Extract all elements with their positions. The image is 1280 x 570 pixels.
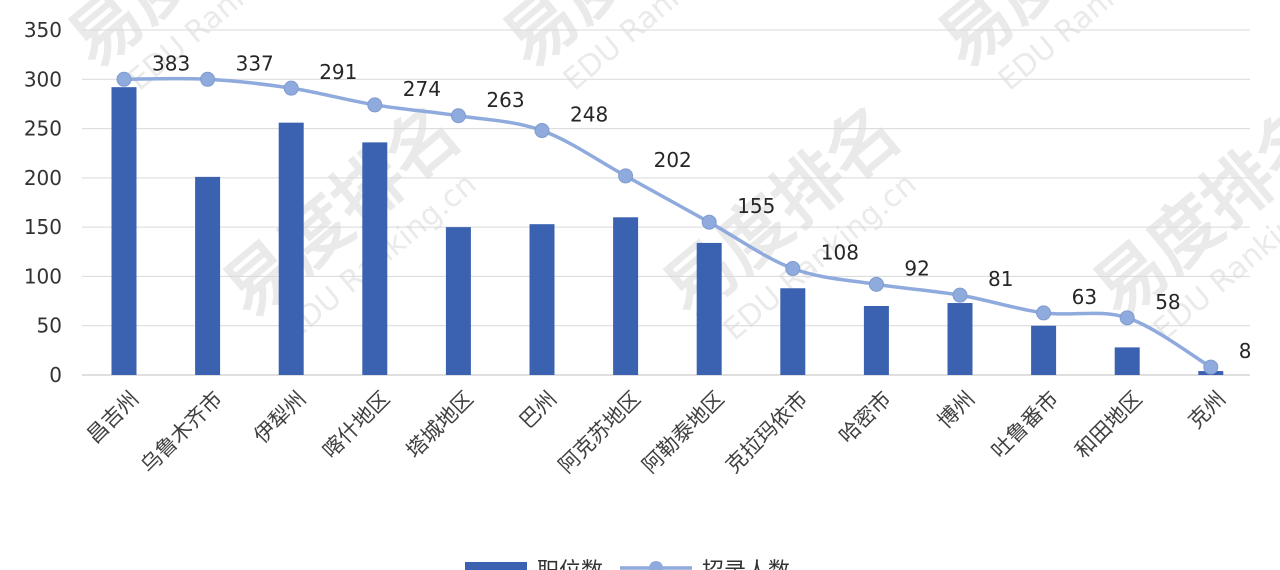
line-point [868,276,884,292]
line-series [116,71,1219,375]
data-label: 291 [319,60,357,84]
category-label: 阿勒泰地区 [638,387,729,478]
line-point [1203,359,1219,375]
category-label: 克州 [1184,387,1231,434]
data-label: 155 [737,194,775,218]
line-point [367,97,383,113]
line-path [123,76,1212,369]
y-tick-label: 100 [24,264,62,288]
bar [362,142,388,375]
y-tick-label: 250 [24,117,62,141]
legend-swatch-bar [465,562,527,570]
category-label: 喀什地区 [318,387,394,463]
category-label: 和田地区 [1070,387,1146,463]
bar [613,217,639,375]
category-label: 乌鲁木齐市 [136,387,227,478]
bar [863,306,889,375]
line-point [952,287,968,303]
y-axis-ticks: 0 50 100 150 200 250 300 350 [24,18,62,387]
line-point [1119,310,1135,326]
line-point [618,168,634,184]
data-label: 202 [654,148,692,172]
bar [780,288,806,375]
y-tick-label: 0 [49,363,62,387]
data-label: 263 [486,88,524,112]
y-tick-label: 200 [24,166,62,190]
data-label: 383 [152,51,190,75]
data-label: 58 [1155,290,1180,314]
line-point [116,71,132,87]
category-label: 伊犁州 [249,387,311,449]
x-axis-categories: 昌吉州乌鲁木齐市 伊犁州 喀什地区 塔城地区 巴州阿克苏地区阿勒泰地区克拉玛依市 哈密市博… [82,387,1230,478]
line-point [283,80,299,96]
category-label: 阿克苏地区 [554,387,645,478]
data-label: 81 [988,267,1013,291]
line-point [450,108,466,124]
bar [696,242,722,375]
category-label: 克拉玛依市 [721,387,812,478]
y-tick-label: 50 [37,314,62,338]
legend-label: 职位数 [537,559,603,570]
bar [529,224,555,375]
legend-label: 招录人数 [702,559,790,570]
bar [195,176,221,375]
data-label: 92 [904,256,929,280]
data-label: 337 [236,51,274,75]
data-label: 274 [403,77,441,101]
category-label: 塔城地区 [402,387,478,463]
bar [111,87,137,376]
bar [1031,325,1057,375]
legend-swatch-marker [649,561,663,570]
category-label: 博州 [933,387,980,434]
y-tick-label: 150 [24,215,62,239]
bar [445,227,471,375]
line-point [534,123,550,139]
y-tick-label: 350 [24,18,62,42]
bar [947,303,973,375]
legend: 职位数 招录人数 [465,559,790,570]
data-label: 248 [570,103,608,127]
category-label: 昌吉州 [82,387,144,449]
data-label: 108 [821,241,859,265]
y-tick-label: 300 [24,67,62,91]
category-label: 哈密市 [834,387,896,449]
line-point [785,261,801,277]
bar-series [111,87,1224,376]
data-label: 8 [1239,339,1252,363]
bar [278,122,304,376]
line-point [701,214,717,230]
data-labels: 383 337 291 274 263 248 202 155 108 92 81 63 58 8 [152,51,1252,363]
data-label: 63 [1072,285,1097,309]
line-point [200,71,216,87]
category-label: 巴州 [515,387,562,434]
category-label: 吐鲁番市 [987,387,1063,463]
line-point [1036,305,1052,321]
bar [1114,347,1140,375]
